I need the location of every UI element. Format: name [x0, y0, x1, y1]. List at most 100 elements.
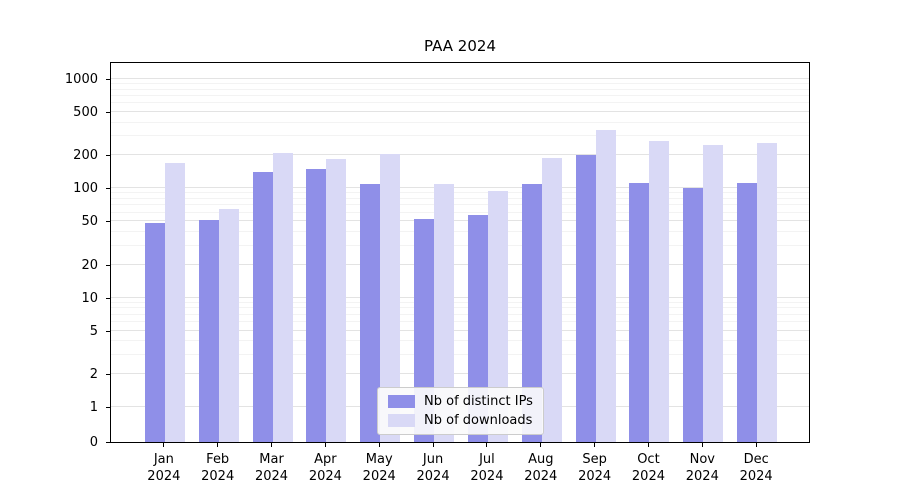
x-tick-mark — [217, 443, 219, 447]
x-tick-label: Jun 2024 — [416, 452, 450, 484]
gridline-major — [111, 373, 809, 375]
y-tick-mark — [106, 79, 110, 80]
bar-downloads — [487, 190, 508, 442]
legend: Nb of distinct IPs Nb of downloads — [377, 387, 544, 435]
y-tick-label: 100 — [73, 181, 98, 197]
x-tick-mark — [701, 443, 703, 447]
gridline-minor — [111, 197, 809, 199]
gridline-minor — [111, 307, 809, 309]
y-tick-mark — [106, 407, 110, 408]
bars — [111, 63, 809, 442]
y-tick-label: 500 — [73, 104, 98, 120]
gridline-minor — [111, 121, 809, 123]
legend-label-distinct-ips: Nb of distinct IPs — [424, 394, 533, 409]
gridline-minor — [111, 301, 809, 303]
y-tick-label: 20 — [81, 257, 98, 273]
bar-distinct-ips — [414, 219, 435, 442]
gridline-minor — [111, 211, 809, 213]
x-tick-label: Mar 2024 — [254, 452, 289, 484]
gridline-major — [111, 154, 809, 156]
x-tick-label: Feb 2024 — [201, 452, 235, 484]
x-tick-label: Aug 2024 — [524, 452, 558, 484]
y-axis: 0 1 2 5 10 20 50 100 200 500 1000 — [0, 62, 110, 450]
bar-downloads — [218, 208, 239, 442]
gridline-major — [111, 110, 809, 112]
bar-downloads — [703, 144, 724, 442]
legend-swatch-downloads — [388, 414, 415, 427]
gridline-major — [111, 187, 809, 189]
bar-distinct-ips — [629, 182, 650, 442]
x-tick-mark — [163, 443, 165, 447]
y-tick-label: 10 — [81, 290, 98, 306]
gridline-minor — [111, 83, 809, 85]
bar-downloads — [326, 159, 347, 442]
gridline-major — [111, 220, 809, 222]
bar-downloads — [272, 153, 293, 442]
y-tick-mark — [106, 374, 110, 376]
y-tick-label: 5 — [89, 323, 98, 339]
bar-distinct-ips — [306, 169, 327, 442]
gridline-minor — [111, 353, 809, 355]
gridline-minor — [111, 102, 809, 104]
gridline-major — [111, 296, 809, 298]
gridline-minor — [111, 192, 809, 194]
bar-distinct-ips — [144, 223, 165, 442]
y-tick-mark — [106, 155, 110, 157]
y-tick-mark — [106, 221, 110, 223]
x-tick-mark — [271, 443, 273, 447]
plot-area: Nb of distinct IPs Nb of downloads — [110, 62, 810, 443]
x-tick-label: Jan 2024 — [147, 452, 181, 484]
bar-downloads — [595, 130, 616, 442]
x-axis: Jan 2024 Feb 2024 Mar 2024 Apr 2024 May 2024… — [110, 443, 810, 498]
bar-downloads — [434, 183, 455, 442]
bar-distinct-ips — [683, 188, 704, 442]
gridline-minor — [111, 313, 809, 315]
y-tick-mark — [106, 111, 110, 113]
bar-distinct-ips — [360, 183, 381, 442]
x-tick-label: Jul 2024 — [470, 452, 504, 484]
y-tick-label: 1 — [89, 400, 98, 415]
y-tick-mark — [106, 264, 110, 266]
gridline-major — [111, 263, 809, 265]
bar-downloads — [541, 157, 562, 442]
bar-distinct-ips — [198, 220, 219, 442]
y-tick-label: 0 — [89, 435, 98, 450]
legend-swatch-distinct-ips — [388, 395, 415, 408]
x-tick-label: May 2024 — [362, 452, 396, 484]
x-tick-label: Oct 2024 — [631, 452, 665, 484]
bar-downloads — [757, 142, 778, 442]
bar-distinct-ips — [252, 172, 273, 442]
gridline-minor — [111, 135, 809, 137]
x-tick-mark — [432, 443, 434, 447]
gridline-minor — [111, 94, 809, 96]
gridline-major — [111, 329, 809, 331]
legend-label-downloads: Nb of downloads — [424, 413, 533, 428]
y-tick-mark — [106, 330, 110, 332]
bar-distinct-ips — [521, 183, 542, 442]
gridline-major — [111, 78, 809, 79]
x-tick-label: Dec 2024 — [739, 452, 773, 484]
y-tick-mark — [106, 188, 110, 190]
x-tick-mark — [540, 443, 542, 447]
y-tick-label: 1000 — [64, 72, 98, 87]
legend-item-downloads: Nb of downloads — [388, 413, 533, 428]
bar-downloads — [164, 163, 185, 442]
x-tick-mark — [594, 443, 596, 447]
x-tick-mark — [486, 443, 488, 447]
y-tick-mark — [106, 297, 110, 299]
gridline-minor — [111, 88, 809, 90]
gridline-minor — [111, 204, 809, 206]
bar-downloads — [649, 141, 670, 442]
legend-item-distinct-ips: Nb of distinct IPs — [388, 394, 533, 409]
gridline-minor — [111, 230, 809, 232]
bar-distinct-ips — [467, 215, 488, 442]
x-tick-mark — [324, 443, 326, 447]
x-tick-label: Nov 2024 — [685, 452, 719, 484]
y-tick-label: 2 — [89, 367, 98, 383]
chart-title: PAA 2024 — [424, 37, 496, 55]
y-tick-mark — [106, 442, 110, 443]
gridline-minor — [111, 340, 809, 342]
bar-distinct-ips — [575, 155, 596, 442]
y-tick-label: 200 — [73, 148, 98, 164]
x-tick-label: Sep 2024 — [578, 452, 612, 484]
